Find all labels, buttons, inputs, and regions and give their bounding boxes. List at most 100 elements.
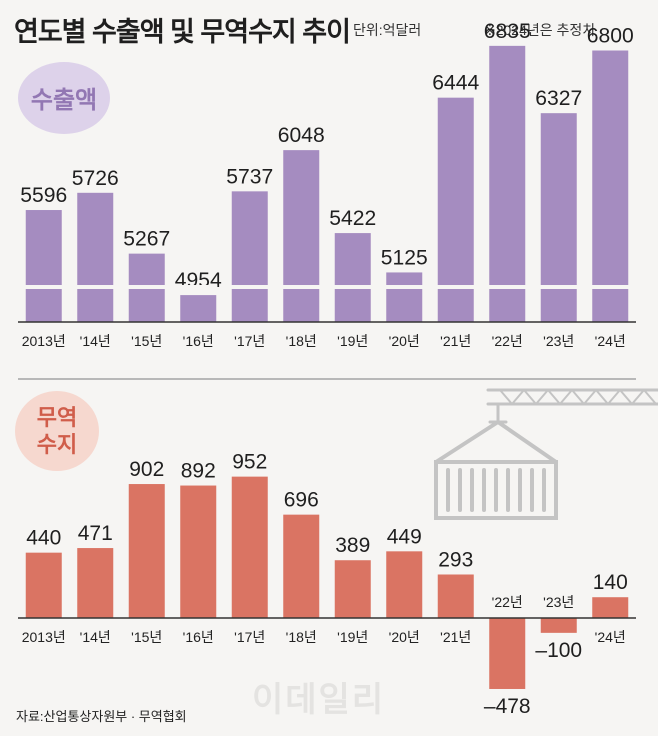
- watermark-logo: 이데일리: [252, 681, 386, 719]
- export-bar-0: [25, 210, 62, 322]
- balance-value-label-4: 952: [232, 451, 267, 474]
- export-axis-break-10: [539, 285, 578, 289]
- balance-value-label-3: 892: [181, 460, 216, 483]
- export-axis-break-5: [282, 285, 321, 289]
- export-value-label-11: 6800: [587, 25, 634, 48]
- balance-value-label-5: 696: [284, 489, 319, 512]
- balance-category-label-6: '19년: [337, 629, 368, 645]
- export-bar-6: [334, 233, 371, 322]
- export-axis-break: [24, 285, 630, 289]
- export-value-label-5: 6048: [278, 124, 325, 147]
- export-axis-break-2: [127, 285, 166, 289]
- export-axis-break-4: [230, 285, 269, 289]
- export-value-label-0: 5596: [20, 184, 67, 207]
- balance-bar-2: [128, 484, 165, 618]
- export-axis-break-6: [333, 285, 372, 289]
- balance-value-label-7: 449: [387, 525, 422, 548]
- balance-bar-1: [77, 548, 114, 618]
- export-value-label-7: 5125: [381, 246, 428, 269]
- export-category-label-7: '20년: [389, 333, 420, 349]
- export-category-label-0: 2013년: [22, 333, 66, 349]
- balance-value-label-10: –100: [535, 639, 582, 662]
- balance-category-label-2: '15년: [131, 629, 162, 645]
- export-value-label-2: 5267: [123, 228, 170, 251]
- balance-category-label-0: 2013년: [22, 629, 66, 645]
- balance-bars: [25, 476, 629, 689]
- source-note: 자료:산업통상자원부 · 무역협회: [16, 709, 187, 724]
- balance-value-label-8: 293: [438, 548, 473, 571]
- balance-bar-0: [25, 552, 62, 618]
- balance-category-label-11: '24년: [595, 629, 626, 645]
- export-bar-11: [592, 50, 629, 322]
- balance-bar-6: [334, 560, 371, 618]
- crane-cable: [488, 402, 508, 424]
- export-value-label-6: 5422: [329, 207, 376, 230]
- export-value-label-10: 6327: [535, 87, 582, 110]
- balance-badge-bg: [15, 391, 99, 471]
- export-bar-9: [489, 45, 526, 323]
- export-bar-3: [180, 295, 217, 322]
- crane-sling: [434, 420, 558, 464]
- export-category-label-3: '16년: [183, 333, 214, 349]
- unit-label: 단위:억달러: [353, 22, 422, 38]
- export-badge-label: 수출액: [31, 87, 97, 114]
- balance-value-labels: 440 471 902 892 952 696 389 449 293 –478 –100 140: [26, 451, 628, 718]
- export-category-label-9: '22년: [492, 333, 523, 349]
- balance-category-label-1: '14년: [80, 629, 111, 645]
- export-chart: 수출액 559657265267495457376048542251256444…: [18, 20, 636, 349]
- balance-chart: 무역 수지 440 471 902 892 952 696 389 449 293 –478 –10…: [15, 391, 636, 718]
- export-bar-4: [231, 191, 268, 322]
- export-category-label-4: '17년: [234, 333, 265, 349]
- export-axis-break-7: [385, 285, 424, 289]
- crane-boom: [486, 388, 658, 406]
- balance-bar-8: [437, 574, 474, 618]
- balance-bar-3: [180, 485, 217, 618]
- export-category-label-8: '21년: [440, 333, 471, 349]
- balance-category-labels: 2013년 '14년 '15년 '16년 '17년 '18년 '19년 '20년 '21년 '22…: [22, 594, 626, 645]
- balance-value-label-6: 389: [335, 534, 370, 557]
- export-category-label-5: '18년: [286, 333, 317, 349]
- balance-bar-5: [283, 514, 320, 618]
- balance-category-label-4: '17년: [234, 629, 265, 645]
- balance-category-label-3: '16년: [183, 629, 214, 645]
- chart-title: 연도별 수출액 및 무역수지 추이: [14, 17, 351, 47]
- export-value-label-8: 6444: [432, 72, 479, 95]
- export-bar-7: [386, 272, 423, 322]
- balance-bar-10: [540, 618, 577, 633]
- export-axis-break-0: [24, 285, 63, 289]
- balance-bar-7: [386, 551, 423, 618]
- export-axis-break-8: [436, 285, 475, 289]
- export-badge: 수출액: [18, 62, 110, 134]
- export-bar-8: [437, 97, 474, 322]
- balance-value-label-2: 902: [129, 458, 164, 481]
- balance-badge-label-line1: 무역: [37, 405, 77, 430]
- export-category-label-10: '23년: [543, 333, 574, 349]
- balance-value-label-0: 440: [26, 527, 61, 550]
- balance-bar-9: [489, 618, 526, 689]
- balance-category-label-5: '18년: [286, 629, 317, 645]
- export-axis-break-3: [179, 285, 218, 289]
- balance-value-label-1: 471: [78, 522, 113, 545]
- export-bar-10: [540, 113, 577, 322]
- crane-illustration: [434, 388, 658, 520]
- export-axis-break-9: [488, 285, 527, 289]
- export-value-label-1: 5726: [72, 167, 119, 190]
- export-bar-5: [283, 150, 320, 322]
- balance-category-label-8: '21년: [440, 629, 471, 645]
- export-category-label-1: '14년: [80, 333, 111, 349]
- shipping-container-icon: [434, 460, 558, 520]
- balance-badge: 무역 수지: [15, 391, 99, 471]
- balance-bar-11: [592, 597, 629, 618]
- estimate-note: ※2024년은 추정치: [484, 22, 596, 38]
- export-category-labels: 2013년 '14년 '15년 '16년 '17년 '18년 '19년 '20년 '21년 '22…: [22, 333, 626, 349]
- export-bar-1: [77, 192, 114, 322]
- export-axis-break-1: [76, 285, 115, 289]
- balance-value-label-11: 140: [593, 571, 628, 594]
- balance-badge-label-line2: 수지: [37, 432, 77, 457]
- balance-bar-4: [231, 476, 268, 618]
- balance-category-label-10: '23년: [543, 594, 574, 610]
- export-value-label-4: 5737: [226, 165, 273, 188]
- export-axis-break-11: [591, 285, 630, 289]
- balance-category-label-9: '22년: [492, 594, 523, 610]
